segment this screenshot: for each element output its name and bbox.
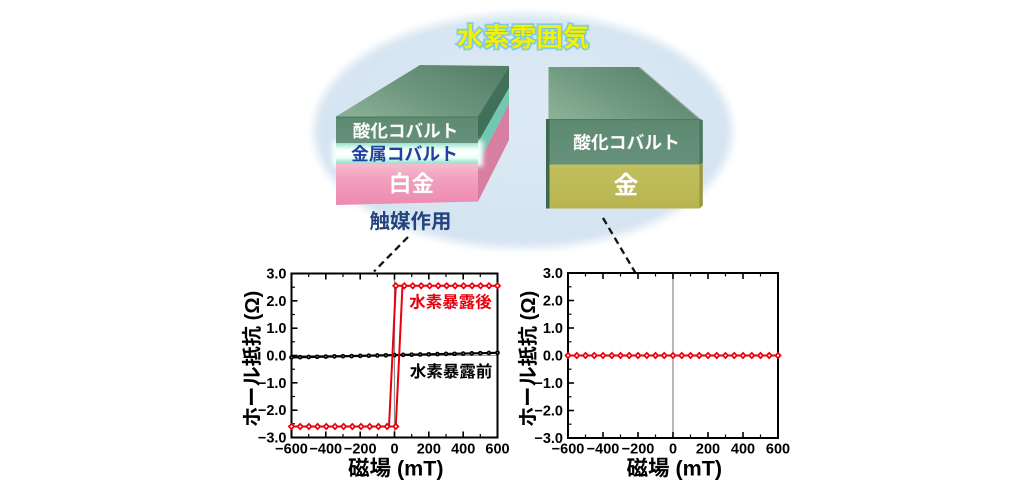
svg-text:0.0: 0.0 xyxy=(543,349,563,365)
svg-text:200: 200 xyxy=(696,442,720,458)
svg-text:−400: −400 xyxy=(587,442,620,458)
svg-text:−200: −200 xyxy=(344,442,377,458)
svg-text:600: 600 xyxy=(766,442,790,458)
svg-text:(Ω): (Ω) xyxy=(242,291,264,326)
svg-text:−1.0: −1.0 xyxy=(534,376,563,392)
svg-text:3.0: 3.0 xyxy=(266,267,286,283)
svg-text:400: 400 xyxy=(451,442,475,458)
svg-text:0.0: 0.0 xyxy=(266,349,286,365)
svg-text:−2.0: −2.0 xyxy=(258,403,287,419)
svg-text:200: 200 xyxy=(417,442,441,458)
svg-text:1.0: 1.0 xyxy=(543,321,563,337)
svg-text:−3.0: −3.0 xyxy=(534,431,563,447)
svg-text:0: 0 xyxy=(669,442,677,458)
svg-text:−1.0: −1.0 xyxy=(258,376,287,392)
svg-text:1.0: 1.0 xyxy=(266,321,286,337)
svg-text:(mT): (mT) xyxy=(391,457,444,481)
svg-text:−400: −400 xyxy=(309,442,342,458)
svg-text:400: 400 xyxy=(731,442,755,458)
svg-text:−600: −600 xyxy=(275,442,308,458)
svg-text:−200: −200 xyxy=(622,442,655,458)
svg-text:3.0: 3.0 xyxy=(543,266,563,282)
svg-text:2.0: 2.0 xyxy=(543,294,563,310)
svg-text:(Ω): (Ω) xyxy=(518,291,540,326)
svg-text:2.0: 2.0 xyxy=(266,294,286,310)
svg-text:−2.0: −2.0 xyxy=(534,404,563,420)
svg-text:0: 0 xyxy=(390,442,398,458)
svg-text:600: 600 xyxy=(485,442,509,458)
svg-text:−600: −600 xyxy=(552,442,585,458)
svg-text:(mT): (mT) xyxy=(670,457,723,481)
svg-text:−3.0: −3.0 xyxy=(258,431,287,447)
